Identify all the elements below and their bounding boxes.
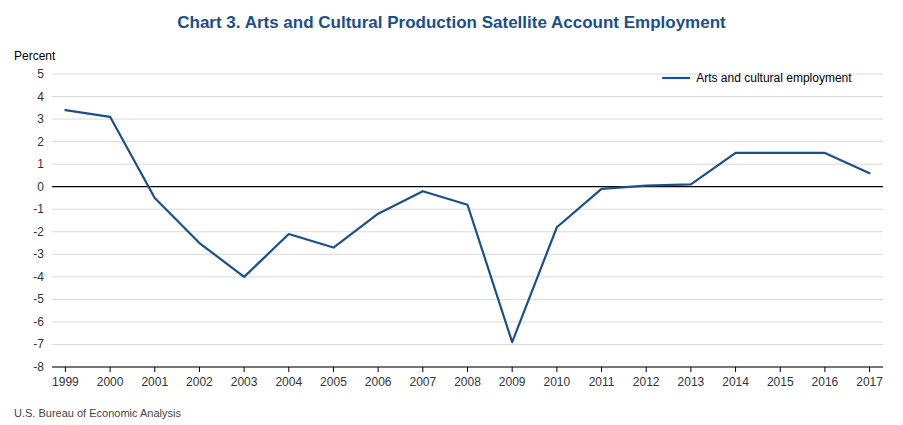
x-tick (780, 367, 781, 372)
x-tick (869, 367, 870, 372)
x-tick-label: 2009 (499, 375, 526, 389)
y-tick-label: -2 (33, 225, 44, 239)
y-tick-label: 0 (37, 180, 44, 194)
x-ticks: 1999 2000 2001 2002 2003 2004 2005 2006 2007 2008… (52, 367, 883, 389)
zero-line (52, 186, 883, 187)
x-tick (333, 367, 334, 372)
x-tick-label: 2011 (589, 375, 615, 389)
grid-line (52, 321, 883, 322)
grid-line (52, 119, 883, 120)
x-tick-label: 2001 (141, 375, 168, 389)
x-tick (467, 367, 468, 372)
x-tick (690, 367, 691, 372)
x-tick-label: 2007 (409, 375, 436, 389)
x-tick-label: 2012 (633, 375, 660, 389)
x-tick-label: 2006 (365, 375, 392, 389)
chart-container: Chart 3. Arts and Cultural Production Sa… (0, 0, 903, 425)
x-tick-label: 2010 (544, 375, 571, 389)
y-tick-label: -3 (33, 247, 44, 261)
y-tick-label: 3 (37, 112, 44, 126)
x-tick (378, 367, 379, 372)
x-tick-label: 2016 (812, 375, 839, 389)
grid-line (52, 209, 883, 210)
x-tick-label: 2015 (767, 375, 794, 389)
y-tick-label: 2 (37, 135, 44, 149)
y-tick-label: -1 (33, 202, 44, 216)
x-tick (556, 367, 557, 372)
x-tick-label: 2002 (186, 375, 213, 389)
x-tick-label: 2004 (275, 375, 302, 389)
x-tick-label: 2000 (97, 375, 124, 389)
legend-swatch (662, 77, 690, 79)
x-tick-label: 2005 (320, 375, 347, 389)
x-tick-label: 2003 (231, 375, 258, 389)
footer-note: U.S. Bureau of Economic Analysis (14, 407, 181, 419)
y-grid (52, 74, 883, 367)
x-tick-label: 1999 (52, 375, 79, 389)
y-tick-label: -7 (33, 337, 44, 351)
x-tick (110, 367, 111, 372)
legend: Arts and cultural employment (662, 71, 852, 85)
grid-line (52, 141, 883, 142)
y-tick-label: -5 (33, 292, 44, 306)
x-tick (288, 367, 289, 372)
x-tick (824, 367, 825, 372)
grid-line (52, 164, 883, 165)
y-axis-label: Percent (14, 49, 56, 63)
grid-line (52, 299, 883, 300)
y-tick-label: -6 (33, 315, 44, 329)
grid-line (52, 96, 883, 97)
x-tick (422, 367, 423, 372)
y-tick-label: 4 (37, 90, 44, 104)
grid-line (52, 344, 883, 345)
x-tick (199, 367, 200, 372)
grid-line (52, 231, 883, 232)
x-tick (244, 367, 245, 372)
chart: Chart 3. Arts and Cultural Production Sa… (0, 0, 903, 425)
y-tick-label: 5 (37, 67, 44, 81)
x-tick (735, 367, 736, 372)
x-tick-label: 2013 (678, 375, 705, 389)
y-tick-labels: -8 -7 -6 -5 -4 -3 -2 -1 0 1 2 3 4 5 (33, 67, 44, 374)
x-tick (65, 367, 66, 372)
x-tick-label: 2014 (722, 375, 749, 389)
x-tick (601, 367, 602, 372)
x-tick (154, 367, 155, 372)
y-tick-label: -4 (33, 270, 44, 284)
grid-line (52, 254, 883, 255)
x-tick-label: 2017 (856, 375, 883, 389)
plot-area (65, 110, 869, 342)
grid-line (52, 276, 883, 277)
title: Chart 3. Arts and Cultural Production Sa… (177, 13, 726, 32)
legend-label: Arts and cultural employment (696, 71, 852, 85)
y-tick-label: 1 (37, 157, 44, 171)
series-line (65, 110, 869, 342)
x-tick (646, 367, 647, 372)
x-tick-label: 2008 (454, 375, 481, 389)
y-tick-label: -8 (33, 360, 44, 374)
x-tick (512, 367, 513, 372)
